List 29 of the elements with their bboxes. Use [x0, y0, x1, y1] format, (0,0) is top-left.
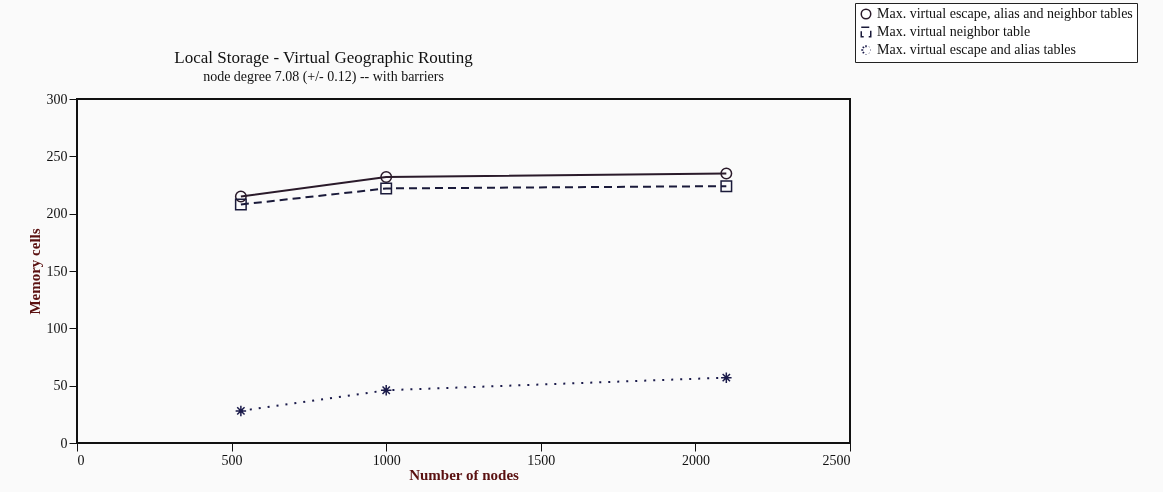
y-tick-label: 150 — [46, 263, 68, 279]
y-tick-label: 100 — [46, 320, 68, 336]
y-tick-label: 200 — [46, 206, 68, 222]
x-tick-label: 0 — [77, 452, 85, 468]
legend-label: Max. virtual escape, alias and neighbor tables — [877, 6, 1133, 21]
point — [380, 384, 393, 397]
point — [234, 198, 247, 211]
y-tick-label: 250 — [46, 148, 68, 164]
chart-subtitle: node degree 7.08 (+/- 0.12) -- with barriers — [203, 68, 444, 85]
x-tick-label: 1500 — [527, 452, 556, 468]
point — [234, 404, 247, 417]
point — [234, 190, 247, 203]
point — [720, 180, 733, 193]
x-axis-title: Number of nodes — [409, 466, 520, 483]
x-tick-label: 2000 — [681, 452, 710, 468]
legend-label: Max. virtual escape and alias tables — [877, 42, 1077, 57]
x-tick-label: 1000 — [372, 452, 401, 468]
x-tick-label: 2500 — [822, 452, 851, 468]
y-tick-label: 300 — [46, 91, 68, 107]
y-tick-label: 50 — [53, 378, 68, 394]
point — [380, 170, 393, 183]
point — [720, 371, 733, 384]
point — [720, 167, 733, 180]
legend-label: Max. virtual neighbor table — [877, 24, 1031, 39]
y-tick-label: 0 — [60, 435, 68, 451]
point — [380, 182, 393, 195]
x-tick-label: 500 — [221, 452, 243, 468]
y-axis-title: Memory cells — [26, 228, 43, 315]
chart-title: Local Storage - Virtual Geographic Routing — [174, 47, 474, 67]
